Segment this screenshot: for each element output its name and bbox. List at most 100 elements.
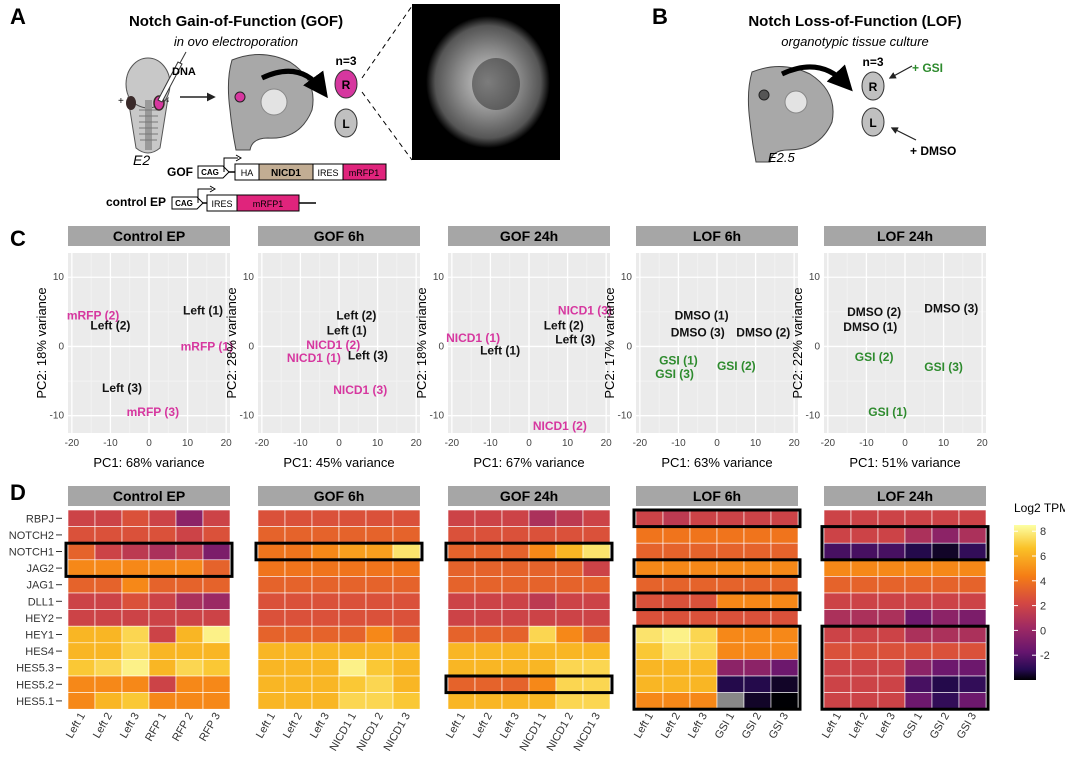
heatmap-cell — [365, 642, 394, 660]
heatmap-cell — [284, 542, 313, 561]
heatmap-cell — [662, 592, 691, 610]
panel-b-label: B — [652, 4, 668, 29]
heatmap-cell — [823, 592, 852, 610]
heatmap-cell — [284, 592, 313, 610]
pca-x-tick: 10 — [372, 438, 384, 449]
curved-arrow-gof — [260, 68, 328, 99]
heatmap-cell — [689, 675, 718, 693]
heatmap-cell — [770, 659, 799, 677]
heatmap-cell — [447, 559, 476, 577]
heatmap-cell — [121, 675, 150, 693]
heatmap-cell — [175, 609, 204, 627]
heatmap-cell — [877, 576, 906, 594]
heatmap-column-label: GSI 3 — [955, 711, 979, 741]
panel-a-subtitle: in ovo electroporation — [174, 34, 298, 49]
heatmap-cell — [904, 542, 933, 561]
heatmap-cell — [850, 675, 879, 693]
heatmap-highlight-box — [632, 508, 802, 529]
heatmap-cell — [284, 675, 313, 693]
heatmap-cell — [501, 692, 530, 710]
heatmap-cell — [823, 559, 852, 577]
heatmap-cell — [311, 625, 340, 644]
pca-y-tick: 0 — [248, 341, 254, 352]
legend-colorbar — [1014, 525, 1036, 680]
heatmap-cell — [67, 526, 96, 544]
heatmap-cell — [662, 675, 691, 693]
pca-strip — [824, 226, 986, 246]
pca-point-label: GSI (3) — [655, 367, 694, 381]
heatmap-cell — [877, 625, 906, 644]
heatmap-cell — [175, 659, 204, 677]
heatmap-cell — [877, 559, 906, 577]
heatmap-cell — [743, 675, 772, 693]
heatmap-cell — [257, 692, 286, 710]
pca-x-axis-label: PC1: 51% variance — [849, 455, 960, 470]
heatmap-cell — [635, 576, 664, 594]
embryo-head-icon — [227, 54, 314, 151]
pca-x-tick: 10 — [562, 438, 574, 449]
heatmap-cell — [474, 526, 503, 544]
heatmap-facet: Control EP Left 1 Left 2 Left 3 RFP 1 RFP 2 RF… — [64, 486, 234, 744]
pca-point-label: DMSO (1) — [675, 308, 729, 322]
heatmap-cell — [67, 509, 96, 527]
heatmap-cell — [689, 542, 718, 561]
pca-point-label: DMSO (2) — [847, 305, 901, 319]
pca-facet: GOF 24h -20 -10 0 10 20 10 0 -10 PC1: 67% varianc… — [414, 226, 612, 470]
pca-strip — [448, 226, 610, 246]
heatmap-cell — [823, 675, 852, 693]
legend-tick-label: 8 — [1040, 526, 1046, 538]
heatmap-cell — [311, 659, 340, 677]
pca-point-label: NICD1 (2) — [533, 419, 587, 433]
heatmap-cell — [202, 659, 231, 677]
heatmap-cell — [850, 625, 879, 644]
heatmap-cell — [257, 526, 286, 544]
heatmap-cell — [365, 675, 394, 693]
heatmap-cell — [447, 625, 476, 644]
heatmap-cell — [743, 542, 772, 561]
heatmap-cell — [338, 609, 367, 627]
heatmap-cell — [555, 675, 584, 693]
zoom-line-top — [361, 5, 413, 79]
pca-x-tick: -20 — [255, 438, 270, 449]
heatmap-cell — [555, 692, 584, 710]
heatmap-cell — [501, 659, 530, 677]
right-tissue-b — [861, 71, 885, 101]
pca-x-tick: -10 — [859, 438, 874, 449]
heatmap-cell — [121, 692, 150, 710]
heatmap-cell — [823, 576, 852, 594]
heatmap-cell — [582, 659, 611, 677]
heatmap-cell — [175, 526, 204, 544]
heatmap-cell — [931, 542, 960, 561]
heatmap-cell — [958, 692, 987, 710]
heatmap-cell — [67, 659, 96, 677]
heatmap-cell — [338, 659, 367, 677]
right-tissue-a — [334, 69, 358, 99]
pca-x-tick: -10 — [103, 438, 118, 449]
heatmap-cell — [67, 542, 96, 561]
pca-point-label: NICD1 (2) — [306, 338, 360, 352]
heatmap-cell — [770, 526, 799, 544]
heatmap-highlight-box — [820, 624, 990, 711]
heatmap-column-label: NICD1 3 — [572, 711, 603, 754]
pca-y-tick: -10 — [430, 411, 445, 422]
pca-facet: GOF 6h -20 -10 0 10 20 10 0 -10 PC1: 45% variance… — [224, 226, 422, 470]
left-tissue-a — [334, 108, 358, 138]
heatmap-cell — [904, 609, 933, 627]
heatmap-cell — [528, 509, 557, 527]
heatmap-cell — [392, 692, 421, 710]
heatmap-cell — [528, 592, 557, 610]
heatmap-cell — [770, 625, 799, 644]
pca-y-tick: 10 — [621, 272, 633, 283]
heatmap-cell — [311, 609, 340, 627]
pca-y-axis-label: PC2: 17% variance — [602, 287, 617, 398]
pca-point-label: NICD1 (1) — [287, 351, 341, 365]
heatmap-column-label: GSI 1 — [713, 711, 737, 741]
heatmap-cell — [311, 642, 340, 660]
heatmap-cell — [904, 659, 933, 677]
heatmap-cell — [175, 542, 204, 561]
heatmap-cell — [743, 526, 772, 544]
heatmap-cell — [94, 642, 123, 660]
heatmap-cell — [743, 509, 772, 527]
